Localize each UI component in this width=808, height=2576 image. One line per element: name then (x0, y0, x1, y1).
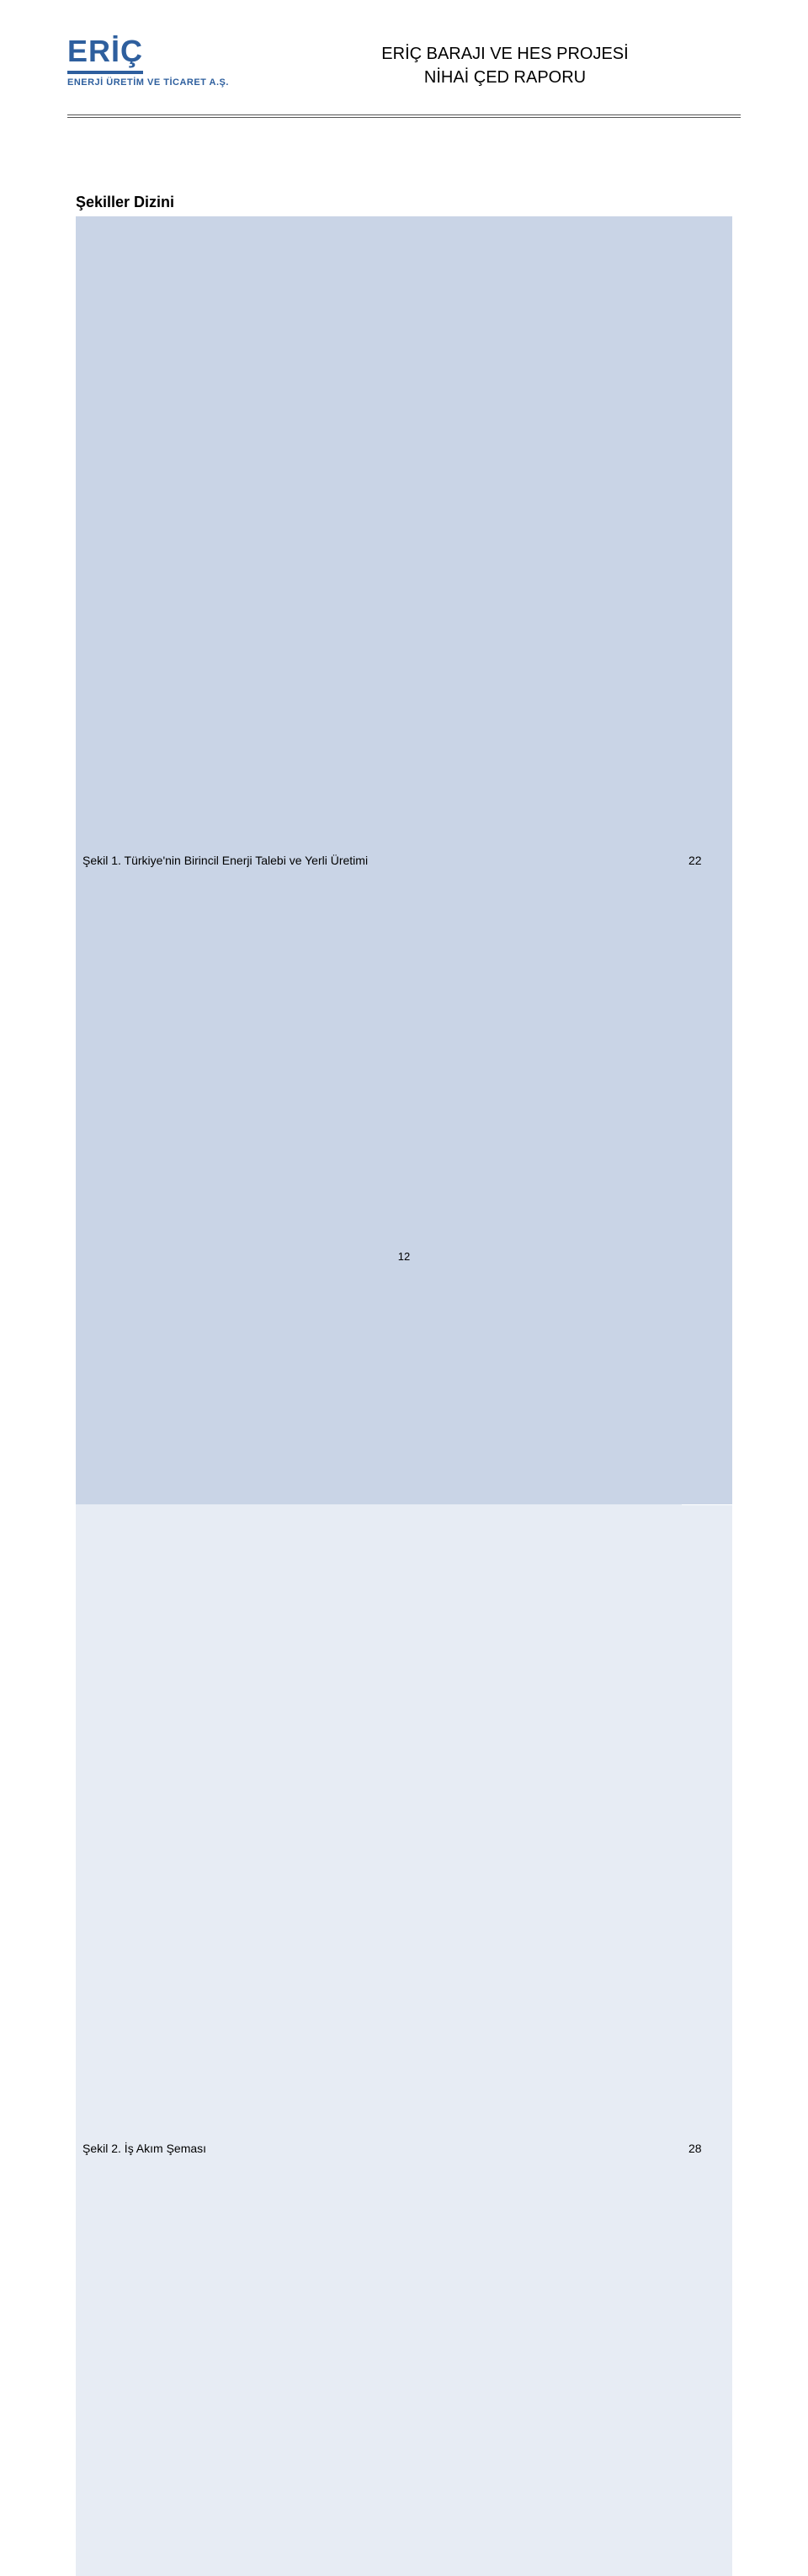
page: ERİÇ ENERJİ ÜRETİM VE TİCARET A.Ş. ERİÇ … (0, 0, 808, 1288)
content: Şekiller Dizini Şekil 1. Türkiye'nin Bir… (67, 194, 741, 2576)
section-title: Şekiller Dizini (76, 194, 732, 211)
logo-word: ERİÇ (67, 34, 143, 74)
figure-page: 28 (682, 1504, 732, 2576)
figure-label: Şekil 1. Türkiye'nin Birincil Enerji Tal… (76, 216, 682, 1504)
figure-page: 22 (682, 216, 732, 1504)
header: ERİÇ ENERJİ ÜRETİM VE TİCARET A.Ş. ERİÇ … (67, 34, 741, 98)
logo-block: ERİÇ ENERJİ ÜRETİM VE TİCARET A.Ş. (67, 34, 269, 88)
header-rule (67, 114, 741, 118)
document-title-line1: ERİÇ BARAJI VE HES PROJESİ (269, 42, 741, 66)
logo-subtitle: ENERJİ ÜRETİM VE TİCARET A.Ş. (67, 77, 269, 88)
figures-table-body: Şekil 1. Türkiye'nin Birincil Enerji Tal… (76, 216, 732, 2576)
figure-label: Şekil 2. İş Akım Şeması (76, 1504, 682, 2576)
document-title-block: ERİÇ BARAJI VE HES PROJESİ NİHAİ ÇED RAP… (269, 34, 741, 89)
table-row: Şekil 2. İş Akım Şeması28 (76, 1504, 732, 2576)
figures-table: Şekil 1. Türkiye'nin Birincil Enerji Tal… (76, 216, 732, 2576)
page-number: 12 (0, 1250, 808, 1263)
document-title-line2: NİHAİ ÇED RAPORU (269, 66, 741, 89)
table-row: Şekil 1. Türkiye'nin Birincil Enerji Tal… (76, 216, 732, 1504)
